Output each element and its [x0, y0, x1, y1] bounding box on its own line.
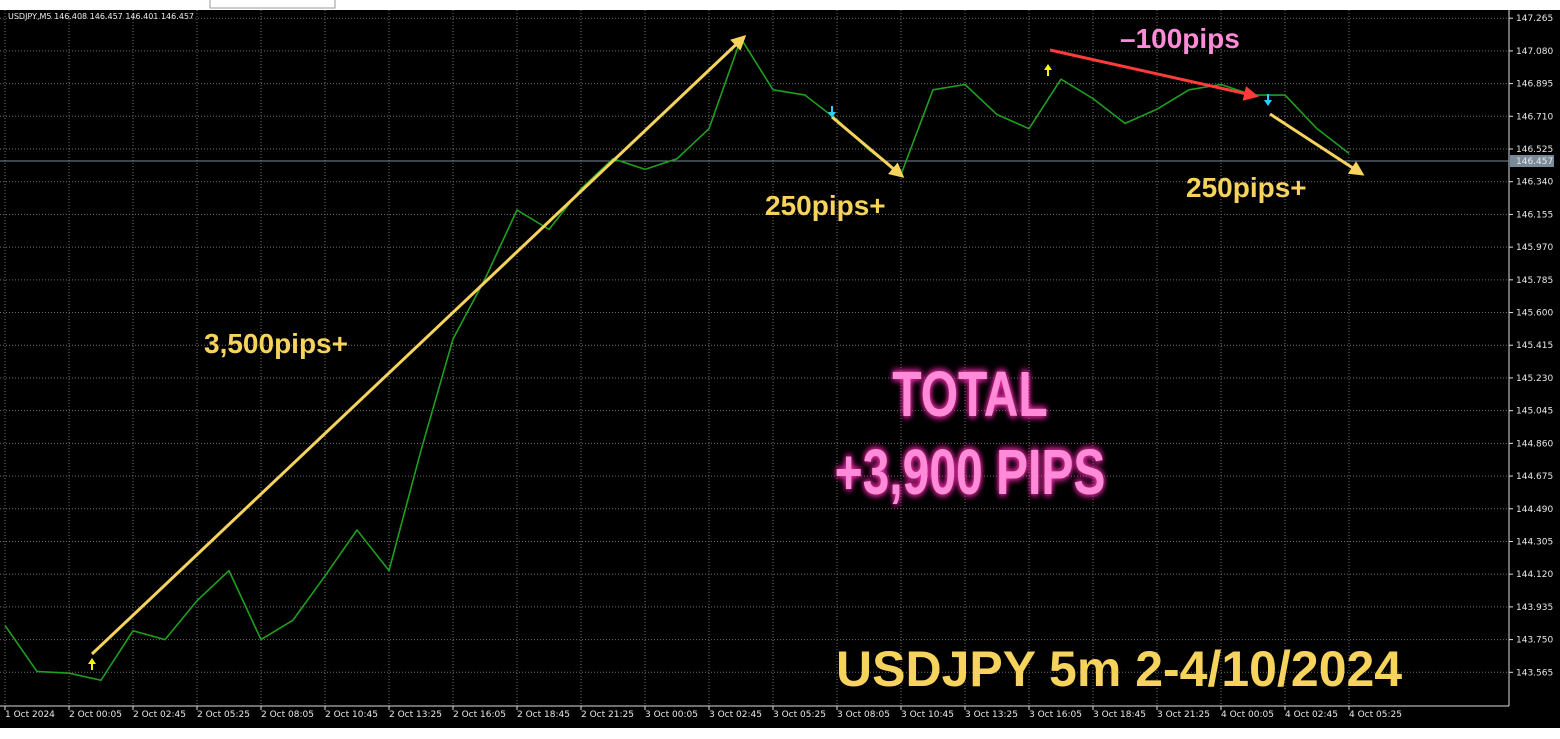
x-tick-label: 3 Oct 10:45 — [901, 710, 954, 720]
y-tick-label: 144.305 — [1516, 537, 1553, 547]
y-tick-label: 144.675 — [1516, 472, 1553, 482]
current-price-label: 146.457 — [1516, 157, 1553, 167]
y-tick-label: 144.860 — [1516, 439, 1553, 449]
current-price-box — [1510, 155, 1554, 168]
y-tick-label: 145.230 — [1516, 374, 1553, 384]
arrow — [1049, 48, 1259, 101]
annotation: 3,500pips+ — [204, 328, 348, 359]
y-tick-label: 145.970 — [1516, 243, 1553, 253]
x-tick-label: 2 Oct 02:45 — [133, 710, 186, 720]
x-tick-label: 2 Oct 00:05 — [69, 710, 122, 720]
y-tick-label: 146.895 — [1516, 80, 1553, 90]
x-tick-label: 3 Oct 21:25 — [1157, 710, 1210, 720]
x-tick-label: 3 Oct 08:05 — [837, 710, 890, 720]
x-tick-label: 2 Oct 18:45 — [517, 710, 570, 720]
chart-background — [0, 10, 1560, 728]
buy-signal — [1044, 64, 1052, 76]
grid — [0, 10, 1509, 706]
y-tick-label: 147.080 — [1516, 47, 1553, 57]
total-value: +3,900 PIPS — [835, 436, 1106, 507]
y-tick-label: 145.785 — [1516, 276, 1553, 286]
y-tick-label: 146.525 — [1516, 145, 1553, 155]
x-tick-label: 3 Oct 02:45 — [709, 710, 762, 720]
status-strip — [0, 728, 1560, 739]
x-tick-label: 2 Oct 05:25 — [197, 710, 250, 720]
x-tick-label: 3 Oct 13:25 — [965, 710, 1018, 720]
arrow — [90, 34, 747, 656]
x-tick-label: 4 Oct 02:45 — [1285, 710, 1338, 720]
total-title: TOTAL — [892, 358, 1047, 429]
y-tick-label: 146.710 — [1516, 112, 1553, 122]
annotation: 250pips+ — [765, 190, 886, 221]
x-tick-label: 1 Oct 2024 — [5, 710, 55, 720]
arrow — [1269, 112, 1365, 176]
trade-arrows — [90, 34, 1365, 656]
price-line — [4, 37, 1350, 682]
y-tick-label: 145.045 — [1516, 407, 1553, 417]
y-tick-label: 143.935 — [1516, 603, 1553, 613]
y-tick-label: 146.340 — [1516, 178, 1553, 188]
y-tick-label: 146.155 — [1516, 210, 1553, 220]
symbol-header: USDJPY,M5 146.408 146.457 146.401 146.45… — [8, 12, 194, 21]
x-tick-label: 2 Oct 16:05 — [453, 710, 506, 720]
y-tick-label: 145.600 — [1516, 309, 1553, 319]
x-tick-label: 2 Oct 10:45 — [325, 710, 378, 720]
sell-signal — [1264, 94, 1272, 106]
buy-signal — [88, 658, 96, 670]
y-tick-label: 144.490 — [1516, 505, 1553, 515]
x-tick-label: 4 Oct 00:05 — [1221, 710, 1274, 720]
y-tick-label: 143.750 — [1516, 636, 1553, 646]
arrow — [831, 115, 905, 178]
x-tick-label: 2 Oct 21:25 — [581, 710, 634, 720]
x-tick-label: 2 Oct 08:05 — [261, 710, 314, 720]
y-tick-label: 147.265 — [1516, 14, 1553, 24]
signal-markers — [88, 64, 1272, 670]
y-tick-label: 143.565 — [1516, 668, 1553, 678]
x-tick-label: 3 Oct 05:25 — [773, 710, 826, 720]
annotation: 250pips+ — [1186, 172, 1307, 203]
x-tick-label: 2 Oct 13:25 — [389, 710, 442, 720]
x-tick-label: 4 Oct 05:25 — [1349, 710, 1402, 720]
caption: USDJPY 5m 2-4/10/2024 — [836, 641, 1402, 697]
y-tick-label: 144.120 — [1516, 570, 1553, 580]
x-tick-label: 3 Oct 00:05 — [645, 710, 698, 720]
annotation: –100pips — [1120, 23, 1240, 54]
x-tick-label: 3 Oct 16:05 — [1029, 710, 1082, 720]
sell-signal — [828, 106, 836, 118]
x-tick-label: 3 Oct 18:45 — [1093, 710, 1146, 720]
plot-area — [0, 37, 1509, 682]
y-tick-label: 145.415 — [1516, 341, 1553, 351]
toolbar-box — [209, 0, 336, 9]
